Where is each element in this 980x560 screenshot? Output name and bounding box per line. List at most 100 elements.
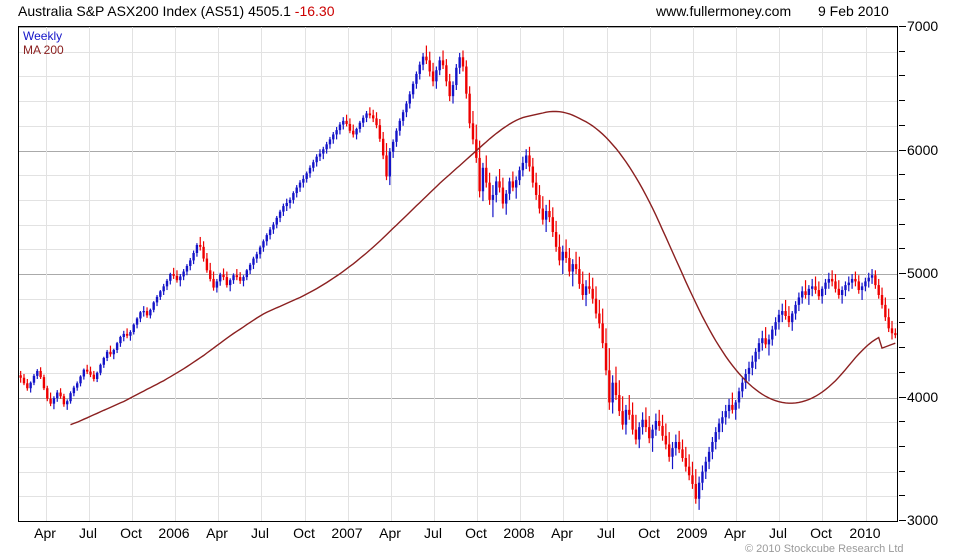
candle-body <box>624 409 628 425</box>
candle-body <box>302 178 305 183</box>
candle-body <box>338 124 342 131</box>
candle-body <box>225 277 229 286</box>
candlestick-group <box>19 45 897 510</box>
candle-body <box>784 311 787 316</box>
gridline-horizontal <box>19 126 897 127</box>
gridline-vertical <box>261 27 262 521</box>
y-axis-tick <box>899 100 905 101</box>
candle-body <box>638 427 641 440</box>
candle-body <box>425 56 428 61</box>
y-axis-label: 6000 <box>907 142 939 158</box>
candle-body <box>355 128 358 135</box>
candle-body <box>252 258 255 265</box>
gridline-vertical <box>348 27 349 521</box>
candle-body <box>76 383 79 388</box>
candle-body <box>874 275 877 286</box>
candle-body <box>744 374 747 383</box>
candle-body <box>840 290 844 295</box>
candle-body <box>561 251 564 261</box>
candle-body <box>867 277 870 282</box>
candle-body <box>538 194 541 209</box>
gridline-horizontal <box>19 472 897 473</box>
candle-body <box>192 253 195 261</box>
candle-body <box>704 461 707 472</box>
gridline-horizontal <box>19 348 897 349</box>
candle-body <box>544 211 548 220</box>
gridline-vertical <box>822 27 823 521</box>
candle-body <box>445 65 448 82</box>
candle-body <box>32 375 36 383</box>
candle-body <box>332 134 335 140</box>
y-axis-tick <box>899 495 905 496</box>
y-axis-tick <box>899 51 905 52</box>
candle-body <box>62 396 66 405</box>
y-axis-tick <box>899 372 905 373</box>
candle-body <box>774 322 777 330</box>
gridline-vertical <box>477 27 478 521</box>
candle-body <box>844 285 847 291</box>
candle-body <box>820 288 824 297</box>
gridline-vertical <box>736 27 737 521</box>
candle-body <box>292 193 295 200</box>
gridline-vertical <box>693 27 694 521</box>
candle-body <box>551 217 554 233</box>
candle-body <box>870 275 874 278</box>
candle-body <box>69 393 72 402</box>
candle-body <box>751 361 754 368</box>
candle-body <box>36 370 39 376</box>
x-axis-label: Apr <box>724 525 746 541</box>
candle-body <box>681 449 684 459</box>
candle-body <box>521 162 525 171</box>
candle-body <box>262 241 265 248</box>
candle-body <box>850 278 854 283</box>
candle-body <box>687 466 691 476</box>
candle-body <box>222 274 225 278</box>
candle-body <box>285 202 288 207</box>
candle-body <box>608 370 611 403</box>
candle-body <box>235 275 239 278</box>
candle-body <box>614 382 618 396</box>
candle-body <box>438 60 441 71</box>
candle-body <box>478 157 481 192</box>
candle-body <box>827 278 831 283</box>
gridline-horizontal <box>19 299 897 300</box>
candle-body <box>79 376 82 384</box>
gridline-horizontal <box>19 76 897 77</box>
y-axis-label: 7000 <box>907 18 939 34</box>
candle-body <box>807 288 811 295</box>
x-axis-label: Jul <box>79 525 97 541</box>
candle-body <box>268 229 272 236</box>
candle-body <box>574 264 578 270</box>
candle-body <box>56 392 59 399</box>
candle-body <box>837 288 840 295</box>
candle-body <box>468 93 471 124</box>
candle-body <box>375 118 378 126</box>
candle-body <box>588 286 591 289</box>
x-axis-label: Oct <box>810 525 832 541</box>
candle-body <box>149 309 152 316</box>
candle-body <box>179 276 182 281</box>
candle-body <box>335 130 338 135</box>
candle-body <box>199 244 202 247</box>
candle-body <box>534 182 538 195</box>
candle-body <box>85 369 89 372</box>
gridline-vertical <box>218 27 219 521</box>
gridline-horizontal <box>19 496 897 497</box>
gridline-horizontal <box>19 27 897 28</box>
candle-body <box>824 282 827 289</box>
candle-body <box>684 458 688 467</box>
candle-body <box>132 324 135 333</box>
candle-body <box>145 311 149 316</box>
gridline-horizontal <box>19 200 897 201</box>
candle-body <box>159 291 162 297</box>
plot-inner: Weekly MA 200 <box>19 27 897 521</box>
candle-body <box>691 475 694 484</box>
candle-body <box>501 187 505 204</box>
candle-body <box>175 275 179 281</box>
candle-body <box>92 374 96 379</box>
candle-body <box>777 314 781 323</box>
y-axis-label: 3000 <box>907 512 939 528</box>
x-axis-label: Jul <box>597 525 615 541</box>
gridline-horizontal <box>19 373 897 374</box>
candle-body <box>461 57 465 67</box>
